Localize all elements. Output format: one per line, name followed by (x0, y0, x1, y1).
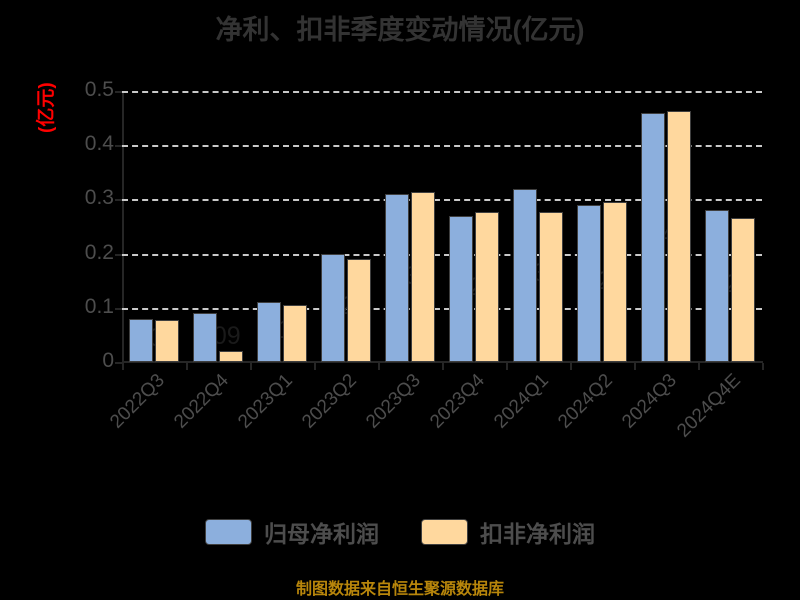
bar-2023Q2-guimu[interactable] (321, 253, 345, 362)
bars-layer (122, 91, 762, 362)
y-tick-label: 0 (102, 349, 114, 372)
x-axis-line (122, 361, 763, 363)
bar-2023Q3-koufei[interactable] (411, 192, 435, 362)
bar-2024Q3-koufei[interactable] (667, 110, 691, 362)
x-tick-mark (442, 363, 444, 370)
y-tick-mark (115, 362, 122, 364)
y-tick-label: 0.3 (84, 186, 114, 210)
bar-2023Q1-guimu[interactable] (257, 302, 281, 362)
x-tick-mark (122, 363, 124, 370)
x-tick-mark (314, 363, 316, 370)
y-tick-mark (115, 91, 122, 93)
y-axis-line (122, 91, 124, 363)
y-tick-label: 0.4 (84, 132, 114, 156)
y-tick-label: 0.5 (84, 78, 114, 101)
bar-2024Q2-koufei[interactable] (603, 202, 627, 362)
legend-label: 扣非净利润 (480, 521, 595, 547)
bar-2024Q4E-koufei[interactable] (731, 218, 755, 362)
y-tick-mark (115, 307, 122, 310)
legend-swatch-icon (205, 519, 252, 545)
source-note: 制图数据来自恒生聚源数据库 (295, 581, 504, 598)
bar-2024Q1-koufei[interactable] (539, 211, 563, 362)
x-tick-mark (186, 363, 188, 370)
x-tick-mark (570, 363, 572, 370)
gridline (122, 199, 762, 202)
bar-2024Q1-guimu[interactable] (513, 188, 537, 362)
bar-2024Q3-guimu[interactable] (641, 112, 665, 362)
y-axis-unit-label: (亿元) (36, 82, 57, 133)
gridline (122, 307, 762, 310)
y-tick-mark (115, 253, 122, 256)
bar-2023Q3-guimu[interactable] (385, 193, 409, 362)
legend-item-guimu-jinglirun[interactable]: 归母净利润 (205, 515, 379, 549)
bar-2023Q1-koufei[interactable] (283, 305, 307, 362)
x-tick-mark (506, 363, 508, 370)
bar-2024Q4E-guimu[interactable] (705, 210, 729, 362)
x-tick-mark (378, 363, 380, 370)
bar-2024Q2-guimu[interactable] (577, 204, 601, 362)
x-tick-mark (698, 363, 700, 370)
gridline (122, 91, 762, 93)
bar-2022Q4-guimu[interactable] (193, 313, 217, 362)
legend-label: 归母净利润 (264, 521, 379, 547)
plot-area: 0.080.090.110.200.310.270.320.290.460.28 (122, 91, 762, 362)
x-tick-mark (762, 363, 764, 370)
bar-2022Q3-guimu[interactable] (129, 318, 153, 362)
bar-2023Q4-koufei[interactable] (475, 211, 499, 362)
x-tick-mark (634, 363, 636, 370)
y-tick-mark (115, 145, 122, 148)
y-tick-mark (115, 199, 122, 202)
y-tick-label: 0.1 (84, 294, 114, 318)
chart-legend: 归母净利润 扣非净利润 (0, 515, 800, 549)
bar-2023Q2-koufei[interactable] (347, 259, 371, 362)
bar-2022Q4-koufei[interactable] (219, 350, 243, 362)
y-tick-label: 0.2 (84, 240, 114, 264)
gridline (122, 253, 762, 256)
bar-2023Q4-guimu[interactable] (449, 215, 473, 362)
legend-item-koufei-jinglirun[interactable]: 扣非净利润 (421, 515, 595, 549)
legend-swatch-icon (421, 519, 468, 545)
x-tick-mark (250, 363, 252, 370)
chart-title: 净利、扣非季度变动情况(亿元) (215, 15, 585, 45)
gridline (122, 145, 762, 148)
bar-2022Q3-koufei[interactable] (155, 320, 179, 362)
